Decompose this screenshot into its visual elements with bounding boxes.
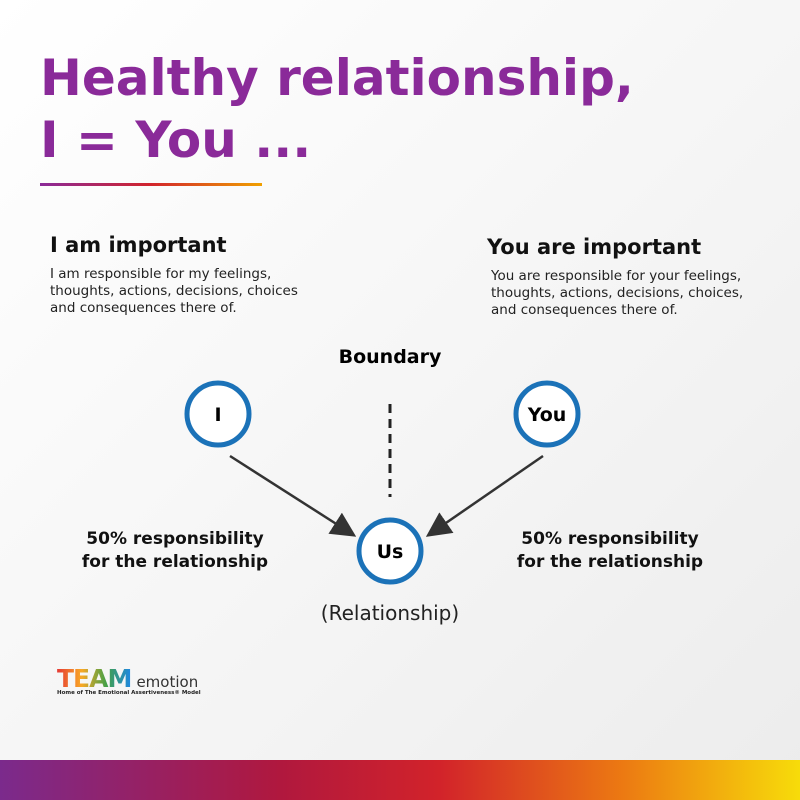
body-line: thoughts, actions, decisions, choices [50,283,298,299]
node-label: I [214,404,221,426]
body-line: and consequences there of. [50,300,237,316]
right-body: You are responsible for your feelings, t… [491,268,743,319]
body-line: thoughts, actions, decisions, choices, [491,285,744,301]
arrow [425,454,544,537]
right-heading: You are important [487,235,702,259]
logo-team: TEAM [57,664,132,693]
node-label: Us [377,541,404,563]
title-line: Healthy relationship, [40,49,634,107]
node-circle [356,517,424,585]
note-line: 50% responsibility [521,529,699,549]
note-line: for the relationship [516,552,704,572]
boundary-label: Boundary [339,346,442,368]
note-line: for the relationship [81,552,269,572]
node-circle [513,380,581,448]
bottom-bar [0,760,800,800]
body-line: You are responsible for your feelings, [491,268,742,284]
node-label: You [527,404,567,426]
logo-tagline: Home of The Emotional Assertiveness® Mod… [57,690,201,696]
logo-emotion: emotion [136,673,199,691]
body-line: and consequences there of. [491,302,678,318]
left-heading: I am important [50,233,227,257]
title-underline [40,183,262,186]
logo: TEAM emotion Home of The Emotional Asser… [57,664,201,696]
arrow [229,454,357,537]
node-circle [184,380,252,448]
body-line: I am responsible for my feelings, [50,266,272,282]
right-note: 50% responsibility for the relationship [480,528,740,574]
note-line: 50% responsibility [86,529,264,549]
title-line: I = You ... [40,111,312,169]
us-caption: (Relationship) [321,601,459,625]
left-body: I am responsible for my feelings, though… [50,266,298,317]
left-note: 50% responsibility for the relationship [45,528,305,574]
